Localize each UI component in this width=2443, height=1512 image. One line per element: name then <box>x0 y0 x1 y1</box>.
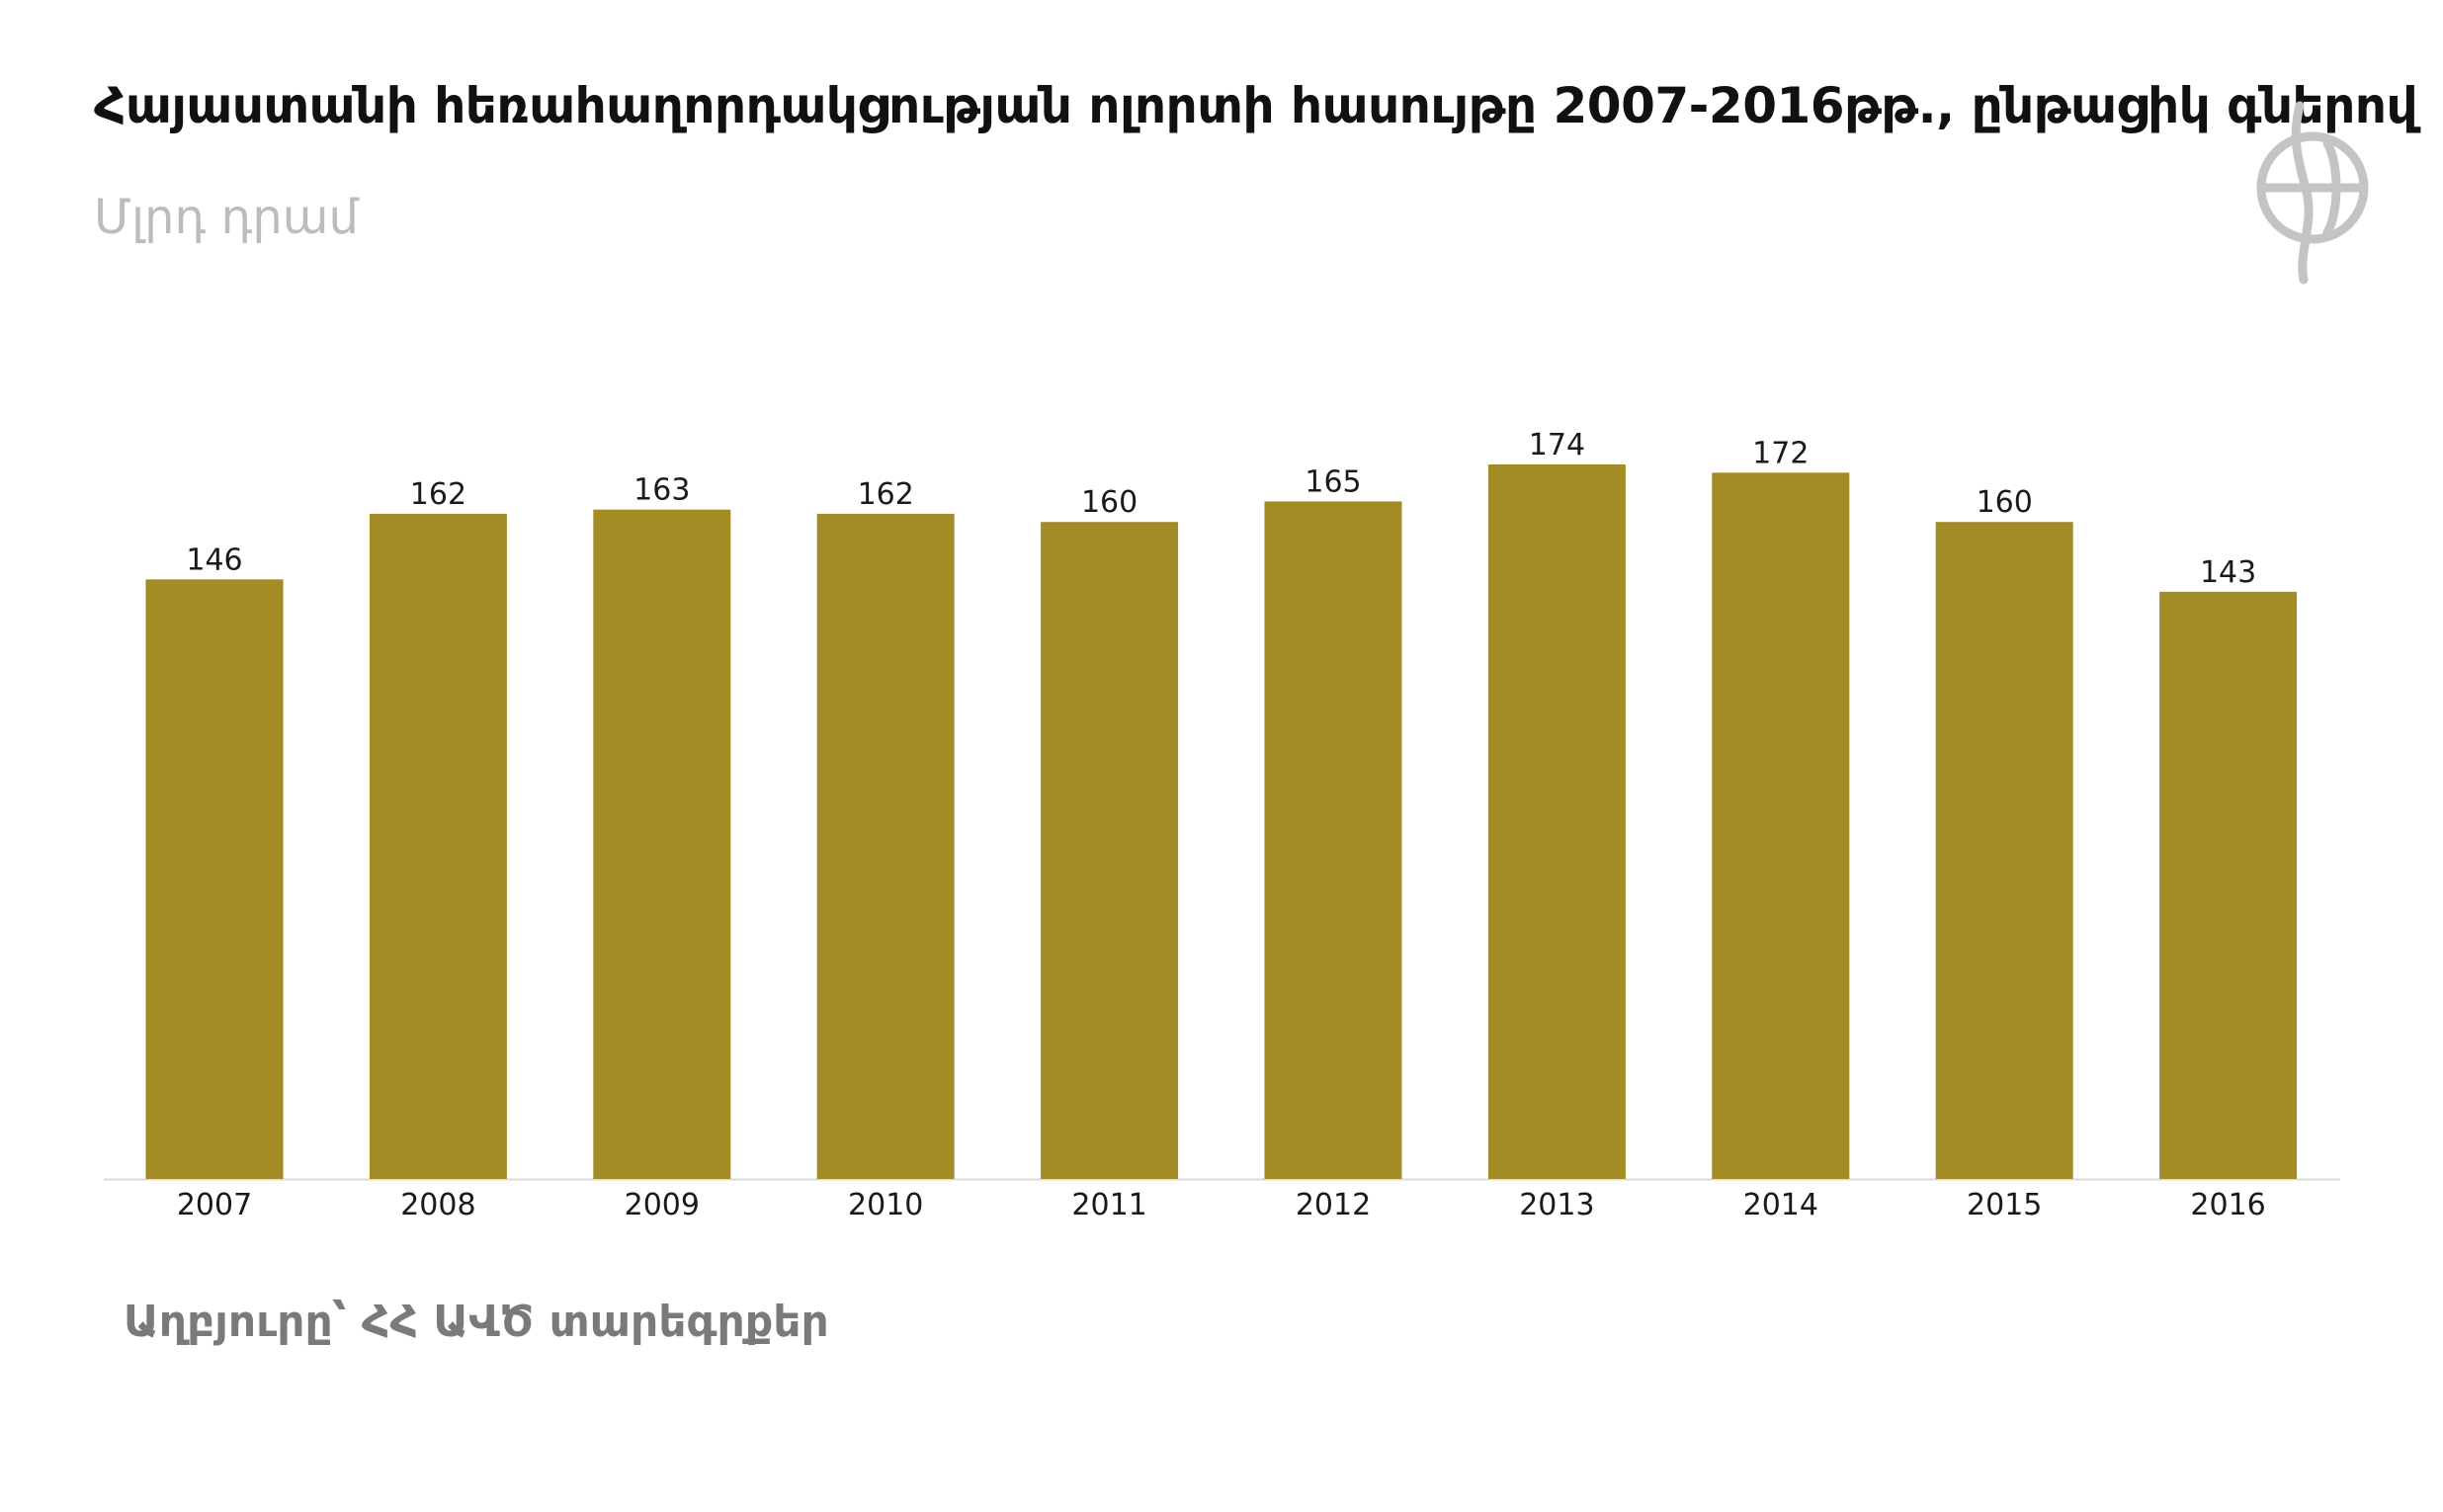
data-label-2011: 160 <box>1081 485 1137 520</box>
x-tick-label-2014: 2014 <box>1743 1188 1818 1222</box>
x-tick-label-2012: 2012 <box>1296 1188 1371 1222</box>
bar-2011 <box>1041 522 1179 1179</box>
x-tick-label-2013: 2013 <box>1519 1188 1594 1222</box>
data-label-2008: 162 <box>410 477 466 512</box>
source-note: Աղբյուրը՝ ՀՀ ԱՎԾ տարեգրքեր <box>124 1297 829 1347</box>
chart-subtitle: Մլրդ դրամ <box>94 190 359 245</box>
x-tick-label-2009: 2009 <box>625 1188 700 1222</box>
bar-2016 <box>2159 591 2298 1179</box>
chart-title: Հայաստանի հեռահաղորդակցության ոլորտի հաս… <box>94 77 2418 134</box>
x-tick-label-2016: 2016 <box>2190 1188 2265 1222</box>
bar-2008 <box>369 513 507 1179</box>
x-tick-label-2010: 2010 <box>848 1188 923 1222</box>
data-label-2016: 143 <box>2200 555 2256 590</box>
circle-emblem-icon <box>2256 101 2369 285</box>
data-label-2010: 162 <box>858 477 914 512</box>
bar-2009 <box>593 509 731 1179</box>
data-label-2013: 174 <box>1529 428 1585 462</box>
x-tick-label-2015: 2015 <box>1967 1188 2042 1222</box>
bar-2013 <box>1487 464 1626 1179</box>
data-label-2007: 146 <box>186 543 242 577</box>
bar-2012 <box>1264 501 1402 1179</box>
bar-2014 <box>1712 472 1850 1179</box>
bar-2007 <box>145 579 284 1179</box>
x-tick-label-2008: 2008 <box>400 1188 475 1222</box>
bar-2010 <box>816 513 955 1179</box>
data-label-2012: 165 <box>1305 464 1361 499</box>
data-label-2015: 160 <box>1977 485 2033 520</box>
x-tick-label-2011: 2011 <box>1071 1188 1146 1222</box>
data-label-2014: 172 <box>1752 436 1809 470</box>
data-label-2009: 163 <box>633 473 690 508</box>
x-tick-label-2007: 2007 <box>177 1188 252 1222</box>
bar-2015 <box>1935 522 2073 1179</box>
